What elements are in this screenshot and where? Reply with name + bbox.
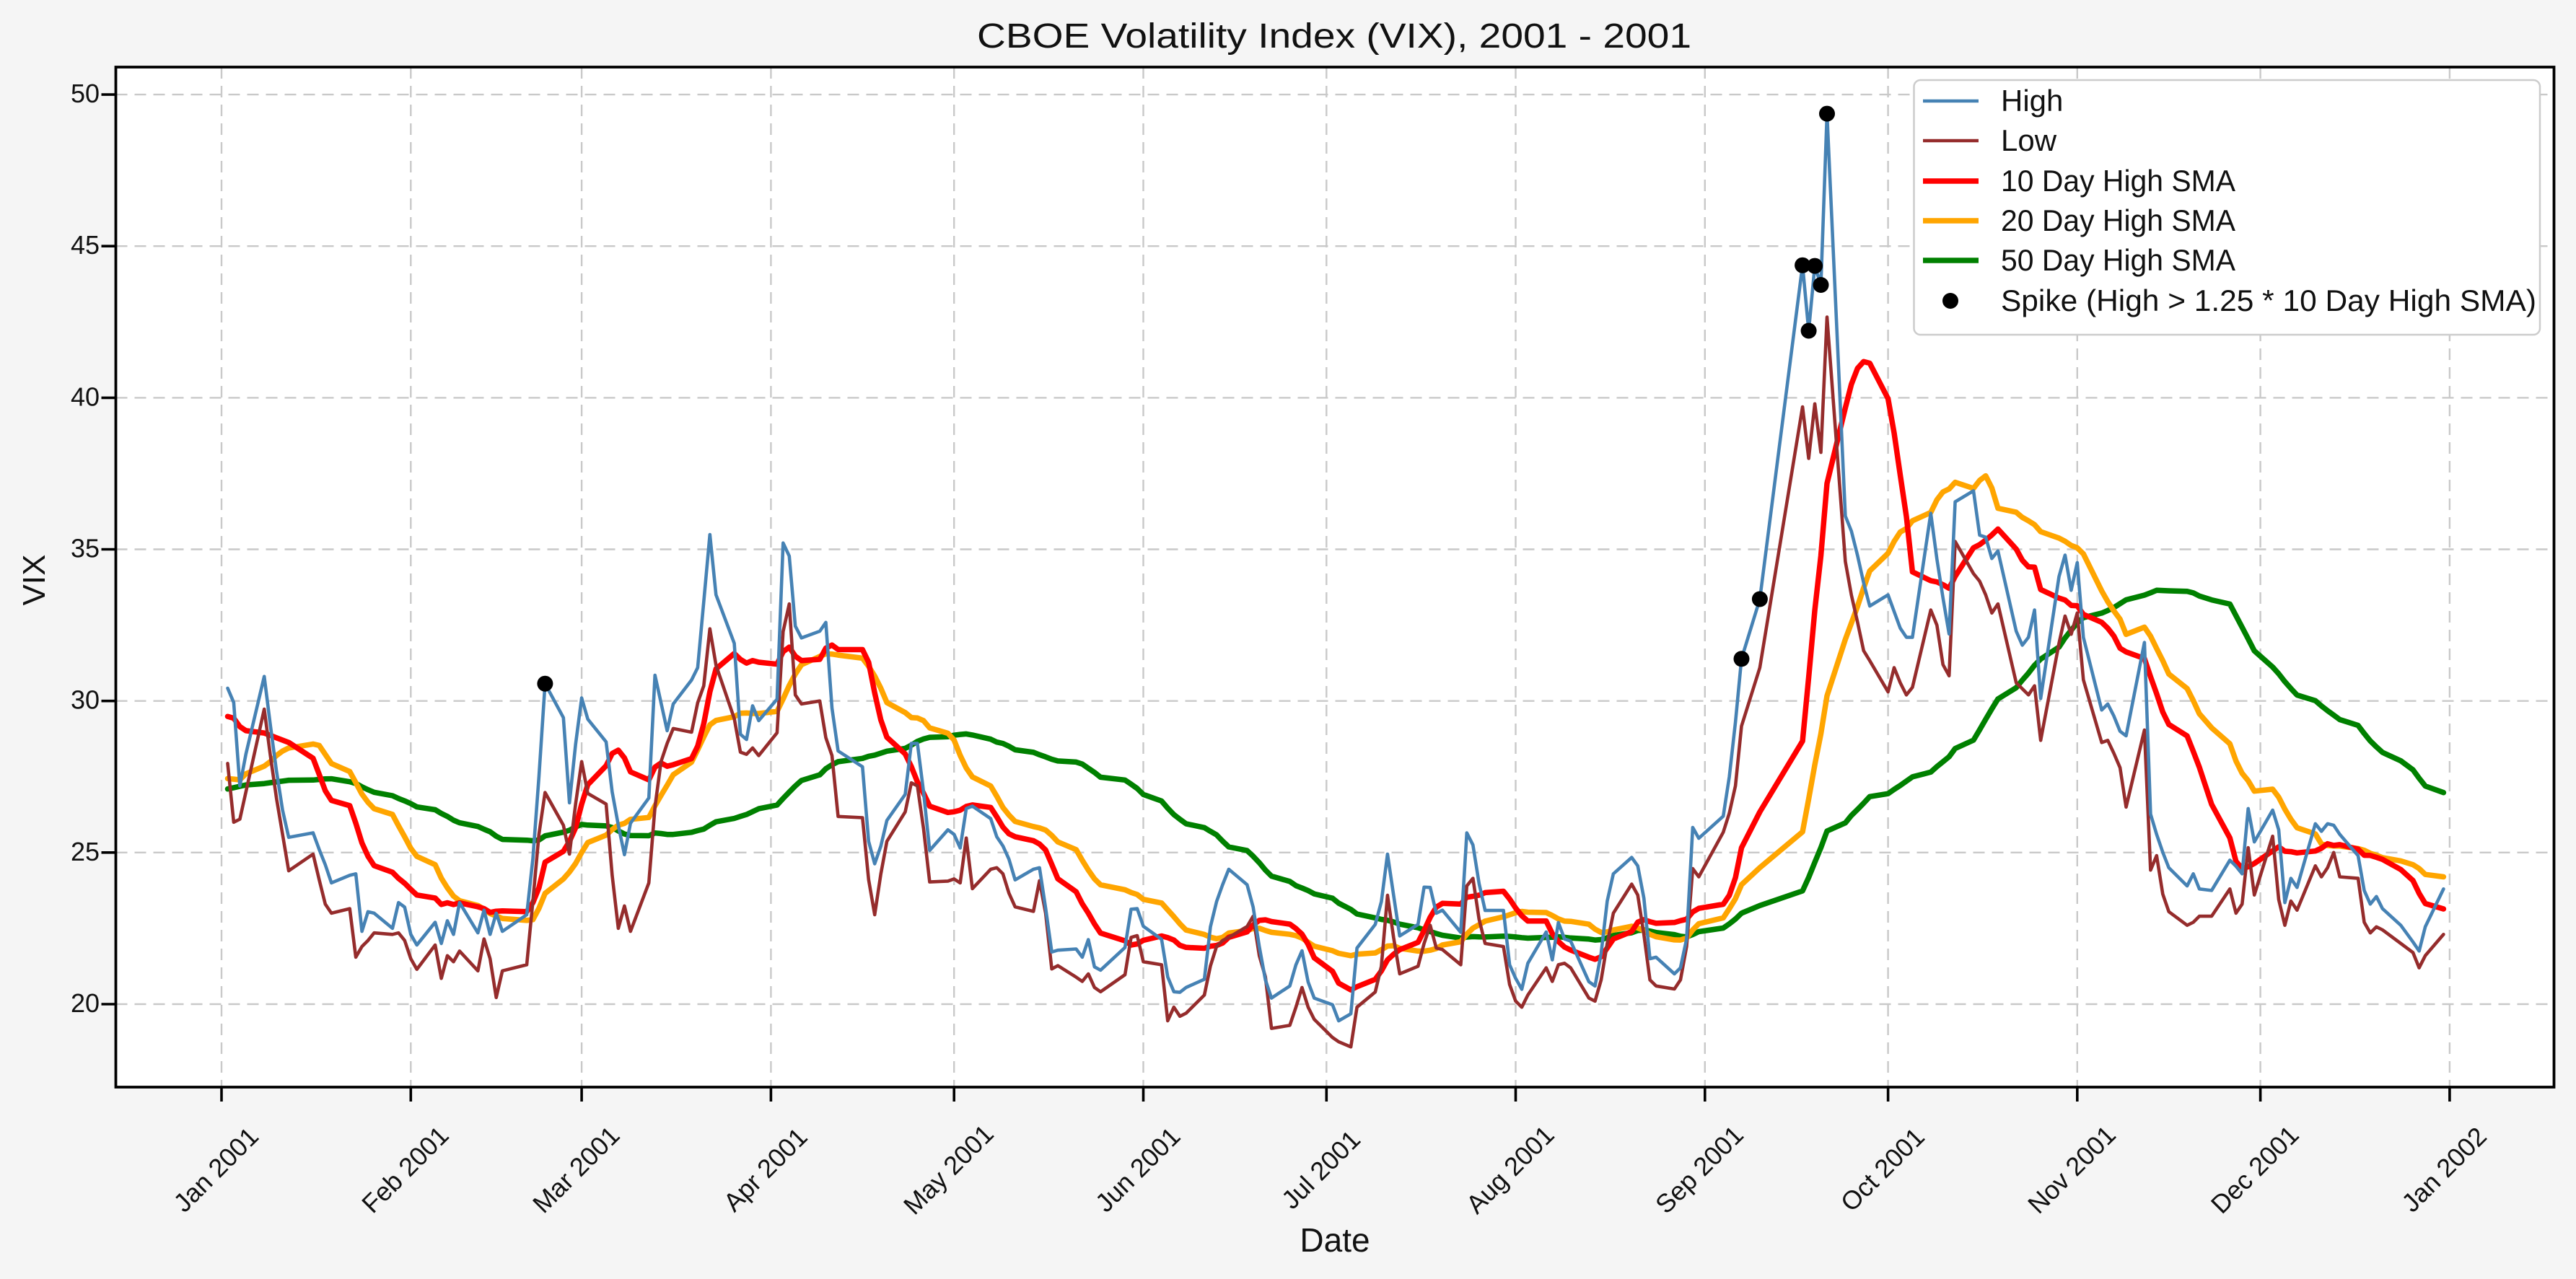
svg-text:50 Day High SMA: 50 Day High SMA: [2001, 243, 2235, 277]
svg-text:40: 40: [71, 382, 100, 411]
svg-text:25: 25: [71, 837, 100, 866]
svg-text:50: 50: [71, 79, 100, 108]
svg-text:Spike (High > 1.25 * 10 Day Hi: Spike (High > 1.25 * 10 Day High SMA): [2001, 284, 2536, 317]
svg-text:VIX: VIX: [17, 555, 52, 606]
svg-text:45: 45: [71, 230, 100, 260]
svg-text:10 Day High SMA: 10 Day High SMA: [2001, 164, 2235, 198]
svg-text:35: 35: [71, 534, 100, 563]
svg-text:CBOE Volatility Index (VIX), 2: CBOE Volatility Index (VIX), 2001 - 2001: [977, 17, 1691, 56]
svg-text:High: High: [2001, 84, 2063, 118]
svg-text:20: 20: [71, 988, 100, 1018]
svg-text:Low: Low: [2001, 123, 2057, 157]
svg-text:20 Day High SMA: 20 Day High SMA: [2001, 203, 2235, 237]
svg-text:30: 30: [71, 685, 100, 715]
svg-text:Date: Date: [1300, 1221, 1370, 1259]
